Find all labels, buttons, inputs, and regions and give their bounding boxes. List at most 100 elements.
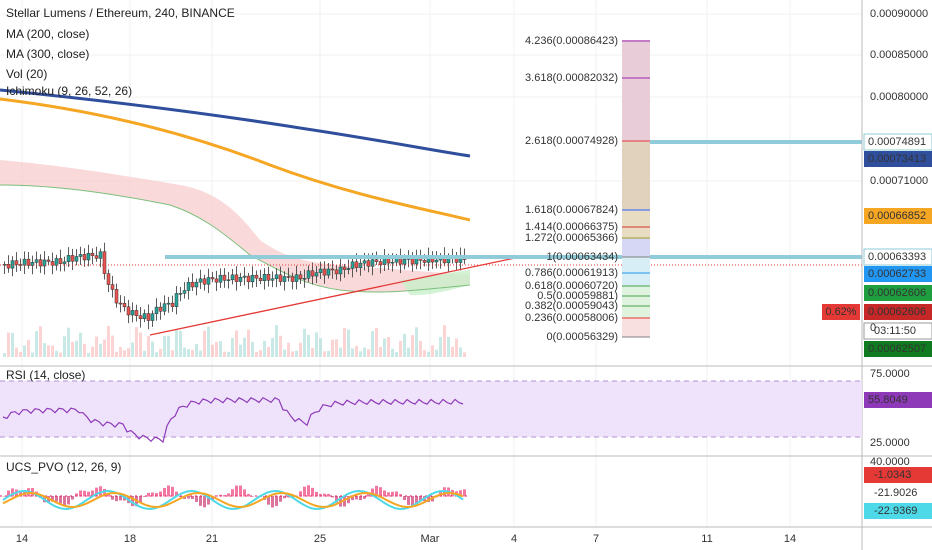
pvo-badge (864, 485, 932, 501)
fib-label: 1(0.00063434) (546, 251, 618, 263)
candle-body (102, 251, 107, 274)
volume-bar (327, 350, 330, 357)
volume-bar (79, 332, 82, 357)
pvo-histogram (147, 492, 150, 497)
candle-body (186, 282, 191, 291)
volume-bar (267, 346, 270, 357)
price-badge (864, 151, 932, 167)
volume-bar (179, 330, 182, 357)
rsi-badge (864, 392, 932, 408)
candle-body (58, 258, 63, 264)
volume-bar (215, 341, 218, 357)
pvo-histogram (347, 496, 350, 504)
volume-bar (187, 349, 190, 357)
candle-body (174, 293, 179, 307)
time-label: 11 (701, 533, 712, 545)
rsi-band (0, 381, 862, 437)
candle-body (290, 276, 295, 282)
symbol-title: Stellar Lumens / Ethereum, 240, BINANCE (6, 6, 235, 20)
volume-bar (23, 345, 26, 357)
volume-bar (419, 340, 422, 357)
indicator-label: MA (300, close) (6, 47, 89, 61)
pvo-histogram (459, 490, 462, 497)
volume-bar (343, 328, 346, 357)
candle-body (314, 272, 319, 277)
volume-bar (119, 346, 122, 357)
volume-bar (459, 347, 462, 357)
pvo-histogram (155, 493, 158, 497)
candle-body (346, 268, 351, 270)
candle-body (154, 306, 159, 315)
volume-bar (115, 351, 118, 357)
candle-body (378, 261, 383, 265)
volume-bar (299, 342, 302, 357)
candle-body (106, 273, 111, 285)
candle-body (150, 313, 155, 321)
volume-bar (371, 331, 374, 357)
pvo-histogram (379, 487, 382, 497)
candle-body (342, 266, 347, 270)
volume-bar (463, 352, 466, 357)
volume-bar (67, 327, 70, 357)
pvo-histogram (411, 496, 414, 507)
candle-body (14, 260, 19, 265)
price-badge-text: 0.00062733 (868, 268, 926, 280)
change-badge (822, 304, 860, 320)
volume-bar (379, 346, 382, 357)
pvo-histogram (391, 491, 394, 497)
price-label: 0.00071000 (870, 175, 928, 187)
pvo-histogram (319, 493, 322, 497)
pvo-histogram (323, 493, 326, 497)
candle-body (114, 289, 119, 304)
volume-bar (279, 335, 282, 357)
fib-zone (622, 238, 650, 257)
candle-body (286, 276, 291, 278)
volume-bar (83, 343, 86, 357)
ma-200 (0, 88, 471, 158)
volume-bar (427, 351, 430, 357)
candle-body (294, 274, 299, 282)
volume-bar (223, 351, 226, 357)
candle-body (46, 259, 51, 262)
pvo-histogram (227, 493, 230, 497)
price-badge (864, 341, 932, 357)
rsi-line (2, 396, 464, 444)
volume-bar (39, 326, 42, 357)
pvo-histogram (207, 496, 210, 505)
volume-bar (31, 352, 34, 357)
volume-bar (375, 328, 378, 357)
volume-bar (55, 350, 58, 357)
candle-body (306, 270, 311, 279)
pvo-histogram (335, 496, 338, 503)
volume-bar (163, 335, 166, 357)
candle-body (370, 259, 375, 267)
candle-body (218, 274, 223, 283)
pvo-histogram (167, 485, 170, 497)
volume-bar (407, 347, 410, 357)
volume-bar (443, 325, 446, 357)
volume-bar (367, 349, 370, 357)
pvo-histogram (55, 496, 58, 502)
pvo-histogram (315, 491, 318, 497)
volume-bar (59, 352, 62, 357)
candle-body (122, 303, 127, 308)
price-label: 0.00085000 (870, 49, 928, 61)
pvo-histogram (63, 496, 66, 506)
time-label: 18 (124, 533, 136, 545)
volume-bar (75, 340, 78, 357)
volume-bar (355, 345, 358, 357)
volume-bar (319, 338, 322, 357)
volume-bar (439, 337, 442, 357)
candle-body (190, 282, 195, 288)
candle-body (242, 275, 247, 278)
pvo-histogram (251, 496, 254, 497)
volume-bar (107, 325, 110, 357)
volume-bar (335, 339, 338, 357)
pvo-histogram (75, 493, 78, 497)
candle-body (254, 274, 259, 279)
pvo-histogram (159, 491, 162, 497)
pvo-histogram (171, 486, 174, 497)
candle-body (10, 260, 15, 269)
candle-body (374, 259, 379, 262)
price-badge (864, 266, 932, 282)
